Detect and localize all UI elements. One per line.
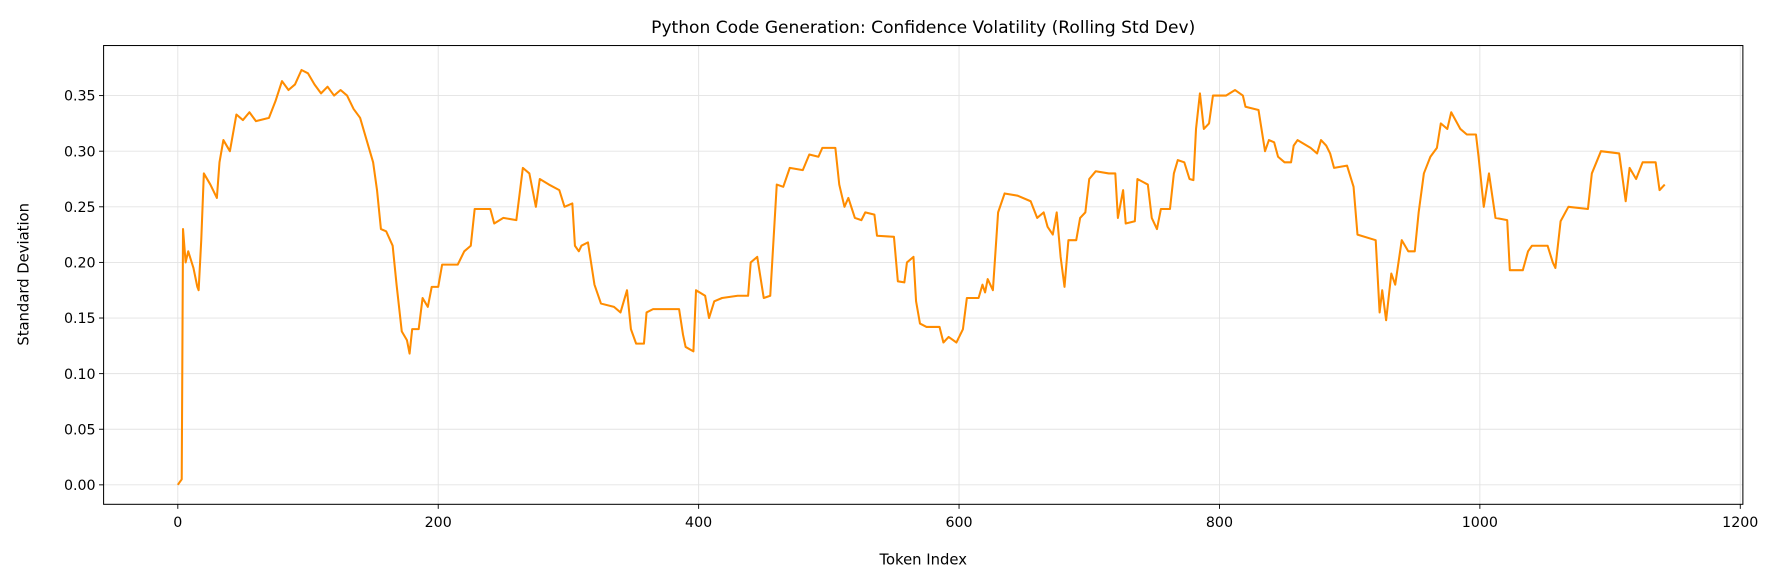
y-tick-label: 0.05 (64, 422, 96, 438)
chart-title: Python Code Generation: Confidence Volat… (651, 18, 1195, 38)
y-tick-label: 0.35 (64, 89, 96, 105)
y-axis-label: Standard Deviation (15, 203, 32, 346)
x-axis-label: Token Index (879, 552, 968, 569)
x-tick-label: 0 (173, 515, 182, 531)
y-tick-label: 0.30 (64, 144, 96, 160)
y-tick-label: 0.00 (64, 478, 96, 494)
plot-frame (103, 45, 1744, 505)
x-tick-label: 1000 (1462, 515, 1498, 531)
x-tick-label: 600 (945, 515, 972, 531)
x-tick-label: 400 (685, 515, 712, 531)
x-tick-label: 1200 (1722, 515, 1758, 531)
y-tick-label: 0.15 (64, 311, 96, 327)
y-tick-label: 0.20 (64, 256, 96, 272)
x-tick-label: 200 (425, 515, 452, 531)
y-tick-label: 0.25 (64, 200, 96, 216)
x-tick-label: 800 (1206, 515, 1233, 531)
data-line (176, 68, 1666, 486)
y-tick-label: 0.10 (64, 367, 96, 383)
